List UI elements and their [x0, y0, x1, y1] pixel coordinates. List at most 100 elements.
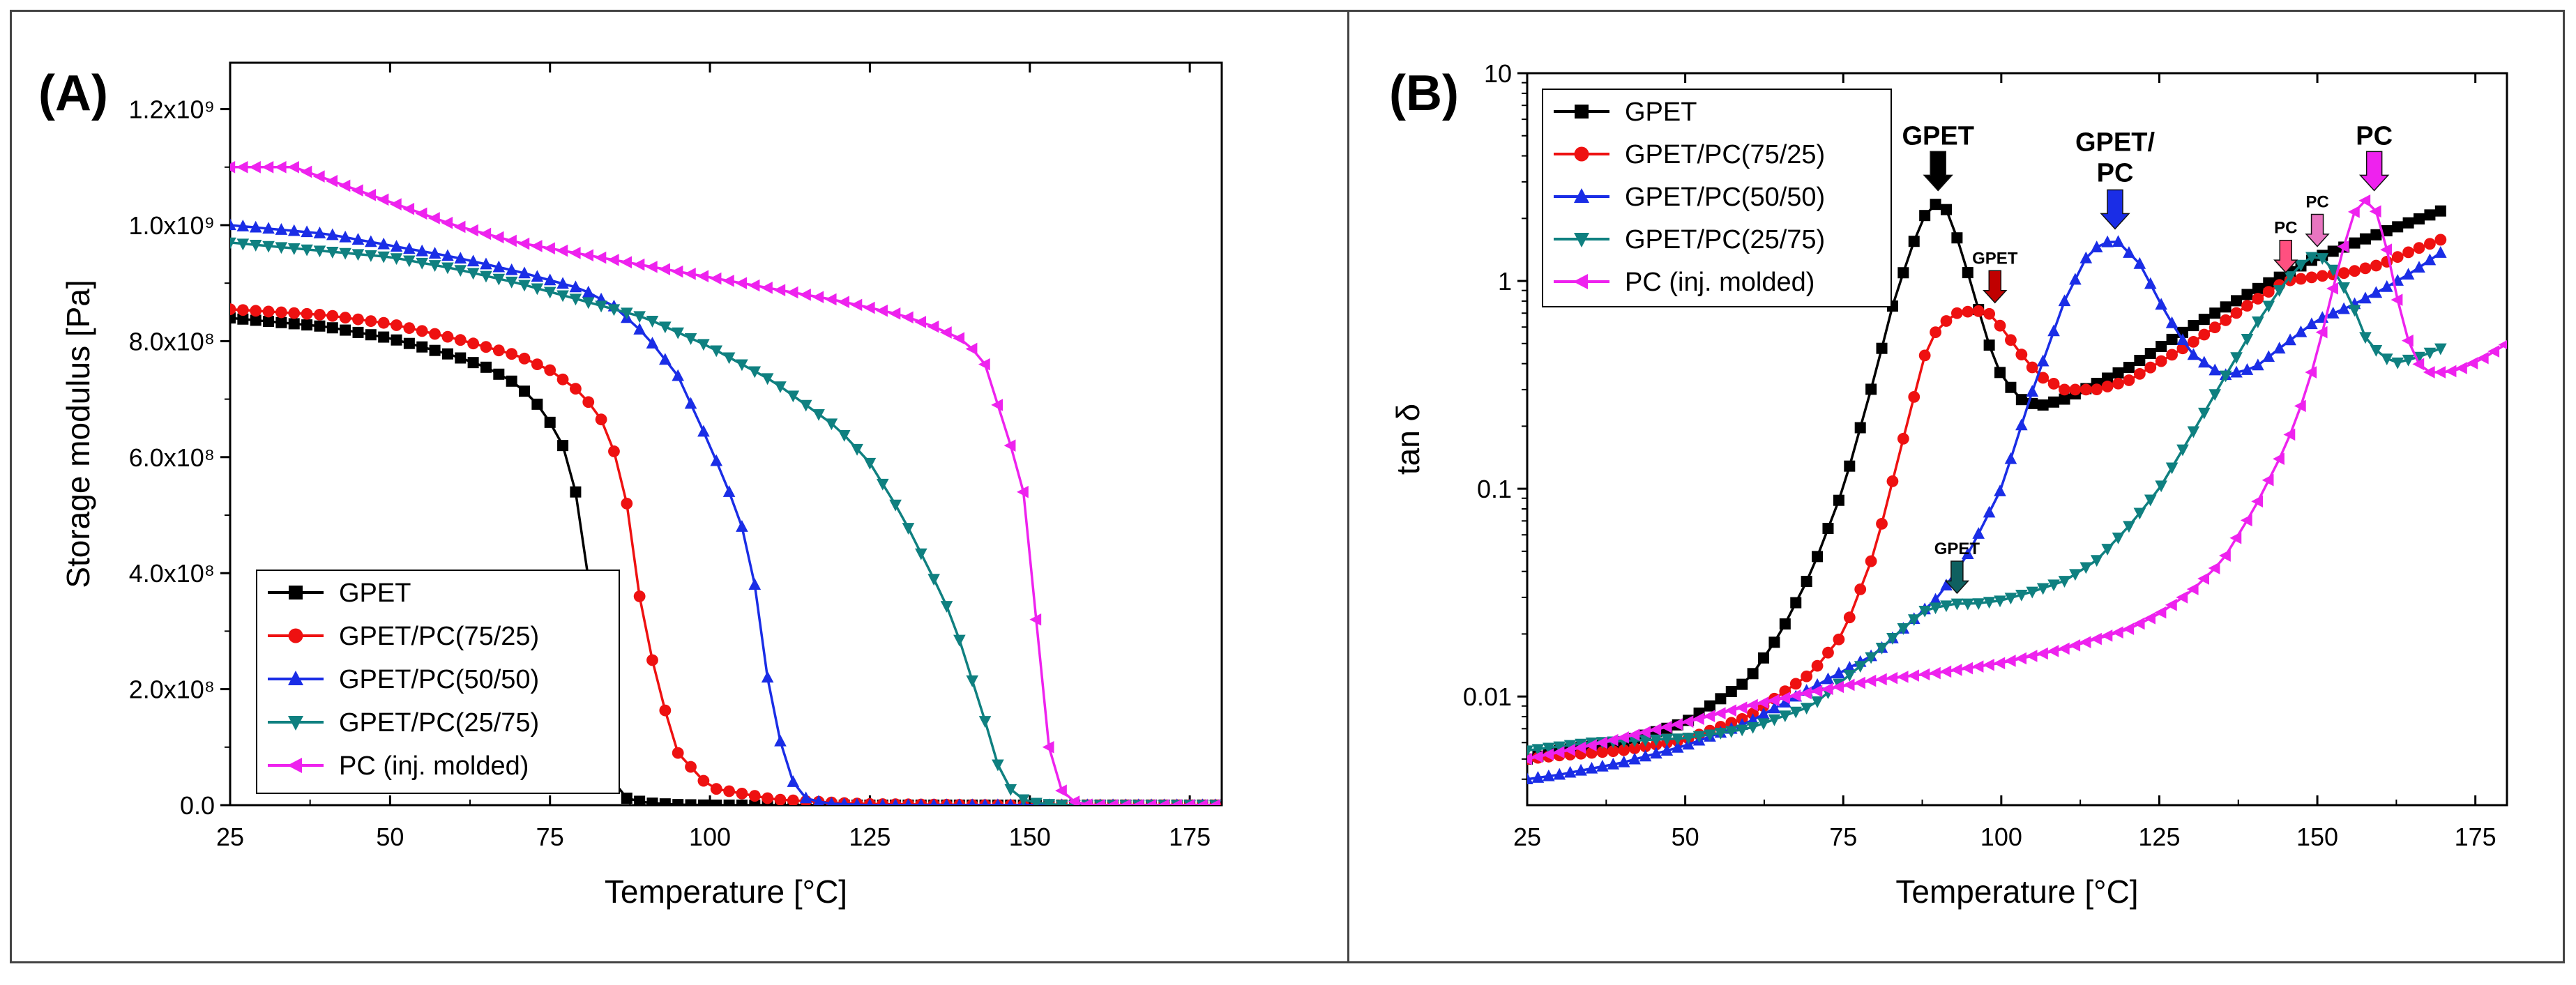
data-point — [1918, 605, 1931, 618]
data-point — [1768, 714, 1781, 726]
data-point — [812, 291, 824, 303]
data-point — [736, 520, 748, 532]
data-point — [876, 478, 889, 491]
data-point — [275, 306, 287, 319]
data-point — [2305, 317, 2318, 330]
data-point — [632, 258, 645, 271]
arrow-icon — [2305, 213, 2330, 247]
data-point — [403, 322, 416, 335]
data-point — [2229, 531, 2242, 544]
data-point — [288, 307, 301, 319]
data-point — [748, 578, 762, 590]
data-point — [1962, 305, 1974, 318]
data-point — [595, 300, 607, 313]
data-point — [1757, 696, 1769, 709]
data-point — [1843, 669, 1856, 682]
data-point — [314, 308, 326, 321]
data-point — [927, 574, 940, 586]
data-point — [2402, 217, 2414, 229]
data-point — [659, 353, 672, 365]
data-point — [761, 671, 774, 683]
data-point — [1800, 687, 1812, 700]
data-point — [2188, 335, 2199, 348]
data-point — [1940, 315, 1953, 327]
data-point — [454, 334, 467, 346]
data-point — [2359, 332, 2372, 344]
data-point — [2466, 357, 2478, 369]
data-point — [2349, 265, 2361, 277]
data-point — [748, 279, 760, 292]
data-point — [2370, 344, 2383, 357]
data-point — [1183, 799, 1195, 805]
x-tick-label: 50 — [376, 823, 404, 851]
data-point — [556, 244, 568, 257]
data-point — [892, 798, 900, 805]
legend-label: PC (inj. molded) — [1625, 268, 1814, 297]
legend-box — [256, 570, 620, 794]
figure-frame — [10, 10, 2565, 963]
data-point — [1596, 759, 1609, 772]
data-point — [1994, 367, 2006, 379]
data-point — [1801, 576, 1812, 588]
data-point — [1875, 643, 1888, 655]
data-point — [479, 227, 492, 240]
data-point — [1994, 595, 2006, 608]
data-point — [1704, 729, 1716, 742]
data-point — [2305, 366, 2317, 379]
annotation-arrow: GPET/PC — [2075, 128, 2155, 230]
data-point — [455, 352, 467, 364]
data-point — [2230, 365, 2243, 378]
data-point — [1897, 267, 1909, 279]
data-point — [902, 523, 915, 535]
x-tick-label: 125 — [2138, 823, 2180, 851]
data-point — [1607, 757, 1620, 770]
data-point — [1713, 707, 1726, 719]
data-point — [2359, 233, 2371, 245]
legend-item: GPET/PC(75/25) — [268, 622, 539, 651]
data-point — [1930, 199, 1941, 211]
legend-label: GPET — [1625, 98, 1697, 127]
data-point — [2413, 242, 2425, 254]
data-point — [2176, 444, 2189, 457]
data-point — [761, 373, 774, 385]
data-point — [326, 247, 339, 259]
data-point — [930, 798, 938, 805]
data-point — [1209, 799, 1221, 805]
data-point — [2414, 213, 2425, 225]
data-point — [1928, 666, 1941, 680]
data-point — [2144, 612, 2155, 625]
legend-item: GPET/PC(25/75) — [268, 708, 539, 738]
data-point — [416, 341, 428, 353]
data-point — [530, 240, 543, 252]
data-point — [1553, 741, 1566, 754]
data-point — [454, 252, 467, 264]
data-point — [2434, 343, 2447, 356]
data-point — [2165, 462, 2179, 475]
data-point — [866, 798, 874, 805]
annotation-label: PC — [2097, 158, 2134, 188]
data-point — [1908, 236, 1920, 247]
legend-item: PC (inj. molded) — [1554, 268, 1814, 297]
data-point — [2423, 253, 2437, 266]
data-point — [2294, 259, 2308, 272]
data-point — [1908, 390, 1920, 403]
data-point — [1692, 731, 1706, 743]
data-point — [543, 273, 556, 286]
y-tick-label: 2.0x10⁸ — [129, 675, 215, 704]
data-point — [774, 793, 787, 805]
data-point — [1725, 726, 1738, 738]
data-point — [2487, 345, 2500, 358]
data-point — [351, 233, 365, 245]
data-point — [2219, 549, 2231, 562]
data-point — [633, 311, 646, 323]
data-point — [1671, 718, 1683, 731]
data-point — [365, 329, 377, 341]
data-point — [1983, 505, 1996, 518]
data-point — [2359, 262, 2372, 275]
data-point — [917, 798, 925, 805]
data-point — [2348, 305, 2361, 317]
data-point — [1638, 726, 1651, 739]
data-point — [1972, 527, 1985, 539]
data-point — [2026, 586, 2039, 599]
data-point — [312, 170, 325, 183]
